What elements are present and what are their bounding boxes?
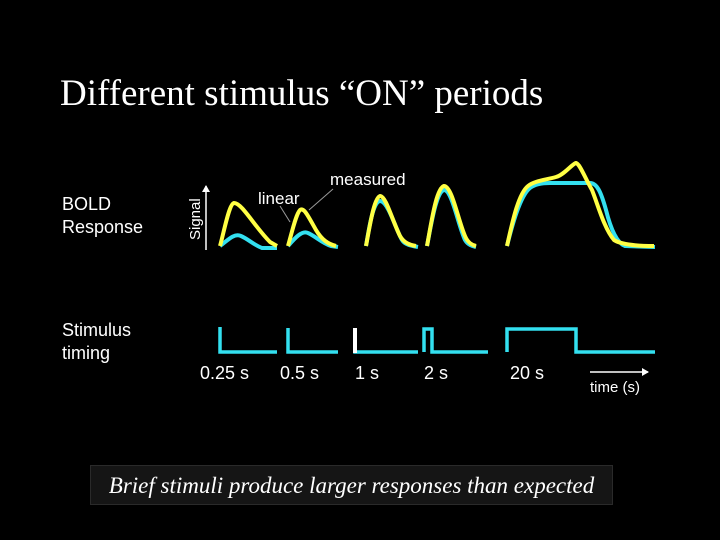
time-axis-label: time (s) (590, 379, 640, 396)
measured-response-curve (218, 201, 278, 248)
duration-label: 0.5 s (280, 363, 319, 383)
measured-legend-label: measured (330, 170, 406, 189)
linear-response-curve (505, 181, 656, 249)
stimulus-trace (286, 328, 338, 354)
stimulus-timing-label-line1: Stimulus (62, 320, 132, 340)
duration-label: 20 s (510, 363, 544, 383)
measured-response-curve (505, 161, 655, 248)
stimulus-trace (505, 327, 655, 354)
linear-response-curve (218, 233, 277, 250)
caption-text: Brief stimuli produce larger responses t… (108, 473, 595, 498)
duration-label: 0.25 s (200, 363, 249, 383)
stimulus-trace (422, 327, 488, 354)
measured-response-curve (286, 207, 337, 248)
measured-response-curve (364, 194, 417, 248)
duration-label: 2 s (424, 363, 448, 383)
caption-box: Brief stimuli produce larger responses t… (90, 465, 613, 505)
bold-response-label-line1: BOLD (62, 194, 112, 214)
measured-pointer-line (308, 188, 334, 211)
measured-response-curve (425, 184, 477, 248)
linear-response-curve (286, 230, 339, 249)
slide-title: Different stimulus “ON” periods (60, 73, 544, 114)
signal-axis-label: Signal (187, 198, 204, 240)
linear-pointer-line (279, 205, 291, 223)
linear-legend-label: linear (258, 189, 300, 208)
duration-label: 1 s (355, 363, 379, 383)
bold-response-label-line2: Response (62, 217, 144, 237)
stimulus-trace (218, 327, 277, 354)
stimulus-pulse (353, 328, 357, 353)
stimulus-timing-label-line2: timing (62, 343, 111, 363)
stimulus-trace (353, 330, 418, 354)
